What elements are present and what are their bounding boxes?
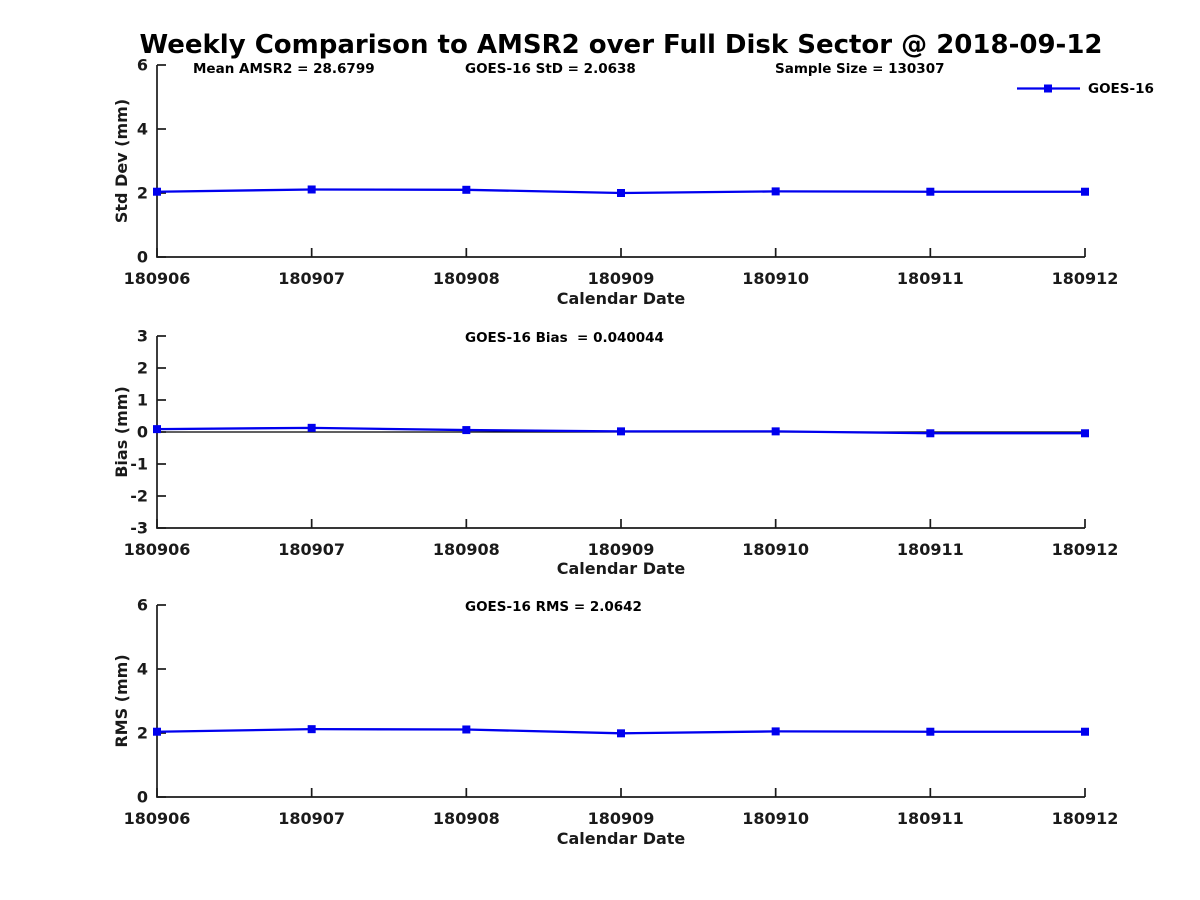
x-tick-label: 180910: [742, 809, 809, 828]
y-tick-label: 0: [137, 423, 148, 442]
x-axis-label-2: Calendar Date: [556, 559, 686, 578]
data-point-marker: [307, 423, 316, 432]
subplot-title-rms: GOES-16 RMS = 2.0642: [465, 599, 642, 615]
y-tick-label: 4: [137, 660, 148, 679]
annotation-sample-size: Sample Size = 130307: [775, 61, 945, 77]
data-point-marker: [617, 729, 625, 738]
subplot-title-bias: GOES-16 Bias = 0.040044: [465, 330, 664, 346]
y-tick-label: 2: [137, 184, 148, 203]
x-tick-label: 180907: [278, 809, 345, 828]
data-point-marker: [153, 187, 161, 196]
data-point-marker: [771, 187, 780, 196]
x-tick-label: 180910: [742, 269, 809, 288]
x-tick-label: 180911: [897, 809, 964, 828]
x-tick-label: 180907: [278, 540, 345, 559]
x-tick-label: 180912: [1052, 809, 1119, 828]
x-axis-label-1: Calendar Date: [556, 289, 686, 308]
data-point-marker: [462, 185, 471, 194]
data-point-marker: [771, 427, 780, 436]
data-point-marker: [926, 727, 935, 736]
data-point-marker: [1081, 727, 1089, 736]
y-tick-label: 2: [137, 359, 148, 378]
x-tick-label: 180906: [124, 809, 191, 828]
axis-frame: [156, 65, 1085, 258]
y-tick-label: -3: [130, 519, 148, 538]
data-point-marker: [307, 185, 316, 194]
y-axis-label-stddev: Std Dev (mm): [112, 98, 131, 224]
x-tick-label: 180908: [433, 269, 500, 288]
axis-frame: [156, 605, 1085, 798]
data-point-marker: [1081, 187, 1089, 196]
data-point-marker: [307, 725, 316, 734]
y-tick-label: 2: [137, 724, 148, 743]
y-tick-label: 3: [137, 327, 148, 346]
data-point-marker: [617, 189, 625, 197]
data-point-marker: [617, 427, 625, 436]
y-tick-label: -1: [130, 455, 148, 474]
x-tick-label: 180907: [278, 269, 345, 288]
data-point-marker: [1081, 429, 1089, 438]
x-tick-label: 180912: [1052, 269, 1119, 288]
y-tick-label: 6: [137, 56, 148, 75]
y-axis-label-bias: Bias (mm): [112, 386, 131, 478]
figure-title: Weekly Comparison to AMSR2 over Full Dis…: [139, 30, 1103, 60]
x-tick-label: 180911: [897, 540, 964, 559]
data-point-marker: [153, 727, 161, 736]
x-tick-label: 180908: [433, 809, 500, 828]
x-axis-label-3: Calendar Date: [556, 829, 686, 848]
data-point-marker: [771, 727, 780, 736]
y-tick-label: 0: [137, 248, 148, 267]
x-tick-label: 180909: [588, 809, 655, 828]
data-point-marker: [462, 725, 471, 734]
data-point-marker: [462, 426, 471, 435]
data-point-marker: [153, 425, 161, 434]
x-tick-label: 180906: [124, 540, 191, 559]
x-tick-label: 180912: [1052, 540, 1119, 559]
x-tick-label: 180906: [124, 269, 191, 288]
x-tick-label: 180908: [433, 540, 500, 559]
y-tick-label: 4: [137, 120, 148, 139]
y-axis-label-rms: RMS (mm): [112, 654, 131, 748]
x-tick-label: 180910: [742, 540, 809, 559]
y-tick-label: 0: [137, 788, 148, 807]
annotation-goes16-std: GOES-16 StD = 2.0638: [465, 61, 636, 77]
y-tick-label: -2: [130, 487, 148, 506]
legend-marker-sample: [1044, 84, 1052, 93]
legend-label: GOES-16: [1088, 81, 1154, 97]
data-point-marker: [926, 429, 935, 438]
annotation-mean-amsr2: Mean AMSR2 = 28.6799: [193, 61, 375, 77]
data-point-marker: [926, 187, 935, 196]
y-tick-label: 1: [137, 391, 148, 410]
x-tick-label: 180911: [897, 269, 964, 288]
y-tick-label: 6: [137, 596, 148, 615]
x-tick-label: 180909: [588, 540, 655, 559]
x-tick-label: 180909: [588, 269, 655, 288]
